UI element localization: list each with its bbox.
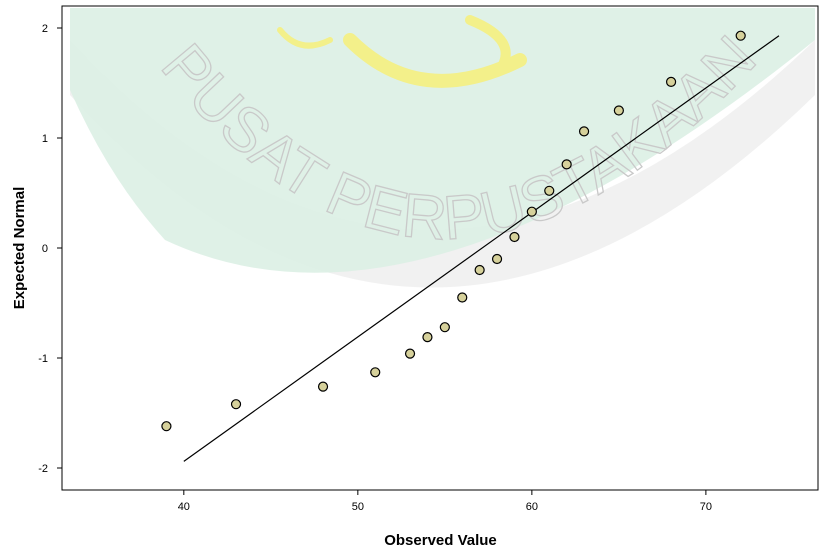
y-axis-title: Expected Normal (11, 187, 28, 310)
data-point (735, 30, 746, 41)
data-point (161, 421, 172, 432)
data-point (317, 381, 329, 392)
data-point (509, 231, 520, 243)
y-tick-label: 2 (42, 23, 48, 35)
data-point (526, 206, 537, 217)
data-point (491, 253, 503, 265)
y-tick-label: -1 (38, 353, 48, 365)
data-points (161, 30, 746, 432)
x-axis-title: Observed Value (384, 532, 497, 549)
x-tick-label: 50 (352, 501, 364, 513)
data-point (474, 264, 485, 276)
y-tick-label: -2 (38, 463, 48, 475)
data-point (370, 367, 381, 378)
reference-line-group (183, 35, 780, 462)
y-tick-label: 0 (42, 243, 48, 255)
x-tick-label: 60 (526, 501, 538, 513)
y-tick-label: 1 (42, 133, 48, 145)
data-point (578, 126, 590, 137)
data-point (404, 348, 416, 359)
x-tick-label: 70 (700, 501, 712, 513)
watermark-logo-stroke-3 (277, 27, 333, 49)
data-point (439, 322, 450, 333)
data-point (561, 159, 572, 170)
data-point (665, 76, 677, 88)
data-point (613, 105, 624, 116)
x-tick-label: 40 (178, 501, 190, 513)
library-watermark: PUSAT PERPUSTAKAAN (70, 8, 815, 288)
data-point (422, 332, 433, 343)
watermark-green-band (70, 8, 815, 273)
data-point (457, 292, 468, 303)
reference-line (183, 35, 780, 462)
watermark-logo-stroke-2 (465, 15, 511, 75)
axes: 40 50 60 70 -2 -1 0 1 2 (38, 23, 712, 513)
data-point (544, 185, 555, 196)
data-point (230, 399, 242, 410)
